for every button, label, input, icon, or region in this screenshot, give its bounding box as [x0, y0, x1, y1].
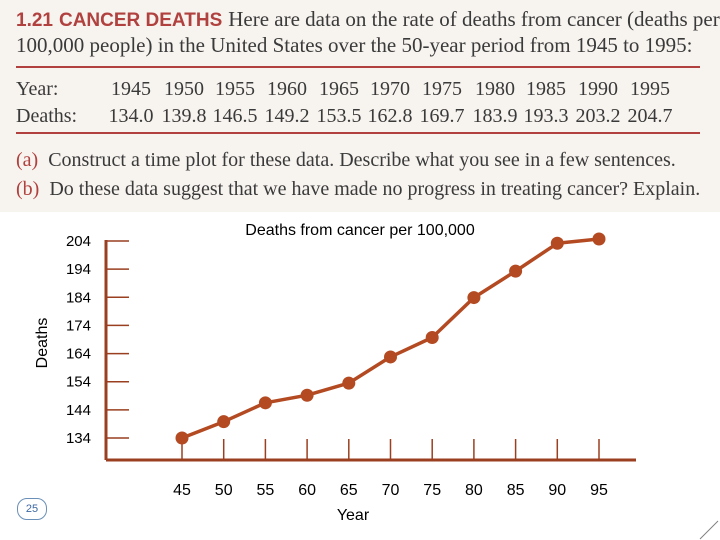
y-axis-ticks: 204 194 184 174 164 154 144 134: [66, 233, 129, 447]
textbook-excerpt: 1.21 CANCER DEATHS Here are data on the ra…: [0, 0, 720, 212]
year-cell: 1995: [630, 78, 670, 100]
data-point: [217, 415, 231, 429]
question-b-text: Do these data suggest that we have made …: [49, 178, 701, 200]
data-point: [550, 236, 564, 250]
deaths-cell: 193.3: [523, 105, 569, 127]
year-cell: 1985: [526, 78, 566, 100]
year-cell: 1970: [370, 78, 410, 100]
data-point: [342, 376, 356, 390]
data-point: [300, 388, 314, 402]
year-cell: 1980: [475, 78, 515, 100]
x-tick-label: 90: [548, 482, 566, 499]
deaths-cell: 146.5: [212, 105, 258, 127]
x-axis-ticks: 45 50 55 60 65 70 75 80 85 90 95: [173, 439, 608, 499]
year-row: Year: 1945 1950 1955 1960 1965 1970 1975 1980 19…: [16, 76, 706, 102]
slide-number: 25: [17, 498, 47, 520]
question-a-letter: (a): [16, 149, 39, 171]
x-tick-label: 45: [173, 482, 191, 499]
year-cell: 1955: [215, 78, 255, 100]
year-row-label: Year:: [16, 78, 59, 100]
y-axis-label: Deaths: [34, 318, 51, 369]
y-tick-label: 194: [66, 261, 91, 278]
x-axis-label: Year: [337, 507, 370, 524]
deaths-row-label: Deaths:: [16, 105, 78, 127]
deaths-series-line: [181, 237, 600, 440]
question-a-text: Construct a time plot for these data. De…: [48, 149, 676, 171]
x-tick-label: 50: [215, 482, 233, 499]
table-top-rule: [16, 66, 700, 68]
data-point: [175, 431, 189, 445]
deaths-cell: 149.2: [264, 105, 310, 127]
y-tick-label: 164: [66, 346, 91, 363]
y-tick-label: 184: [66, 289, 91, 306]
y-tick-label: 154: [66, 374, 91, 391]
problem-heading: CANCER DEATHS: [58, 10, 223, 31]
problem-number: 1.21: [16, 10, 53, 31]
x-tick-label: 60: [298, 482, 316, 499]
y-tick-label: 174: [66, 317, 91, 334]
deaths-cell: 162.8: [367, 105, 413, 127]
year-cell: 1960: [267, 78, 307, 100]
deaths-series-points: [175, 232, 606, 445]
cancer-deaths-time-plot: Deaths from cancer per 100,000 Deaths Ye…: [34, 222, 719, 540]
x-tick-label: 65: [340, 482, 358, 499]
x-tick-label: 75: [423, 482, 441, 499]
deaths-cell: 203.2: [575, 105, 621, 127]
problem-intro-line-2: 100,000 people) in the United States ove…: [16, 33, 693, 57]
x-tick-label: 95: [590, 482, 608, 499]
data-point: [467, 291, 481, 305]
x-tick-label: 85: [507, 482, 525, 499]
year-cell: 1975: [422, 78, 462, 100]
data-point: [258, 396, 272, 410]
x-tick-label: 55: [257, 482, 275, 499]
question-b: (b) Do these data suggest that we have ma…: [16, 177, 700, 201]
data-point: [425, 331, 439, 345]
year-cell: 1950: [164, 78, 204, 100]
x-tick-label: 80: [465, 482, 483, 499]
deaths-cell: 139.8: [161, 105, 207, 127]
problem-intro-line-1: 1.21 CANCER DEATHS Here are data on the ra…: [16, 6, 720, 34]
y-tick-label: 144: [66, 402, 91, 419]
page-corner-decoration: [699, 520, 719, 540]
data-point: [509, 264, 523, 278]
table-bottom-rule: [16, 132, 700, 134]
deaths-cell: 153.5: [316, 105, 362, 127]
x-tick-label: 70: [382, 482, 400, 499]
deaths-cell: 134.0: [108, 105, 154, 127]
question-a: (a) Construct a time plot for these data.…: [16, 148, 676, 172]
y-tick-label: 134: [66, 430, 91, 447]
data-point: [592, 232, 606, 246]
deaths-row: Deaths: 134.0 139.8 146.5 149.2 153.5 162.8 16…: [16, 103, 706, 129]
chart-title: Deaths from cancer per 100,000: [245, 222, 475, 239]
problem-intro-text: Here are data on the rate of deaths from…: [228, 7, 720, 31]
y-tick-label: 204: [66, 233, 91, 250]
year-cell: 1945: [111, 78, 151, 100]
year-cell: 1965: [319, 78, 359, 100]
data-point: [384, 350, 397, 364]
year-cell: 1990: [578, 78, 618, 100]
deaths-cell: 169.7: [419, 105, 465, 127]
deaths-cell: 183.9: [472, 105, 518, 127]
question-b-letter: (b): [16, 178, 40, 200]
deaths-cell: 204.7: [627, 105, 673, 127]
